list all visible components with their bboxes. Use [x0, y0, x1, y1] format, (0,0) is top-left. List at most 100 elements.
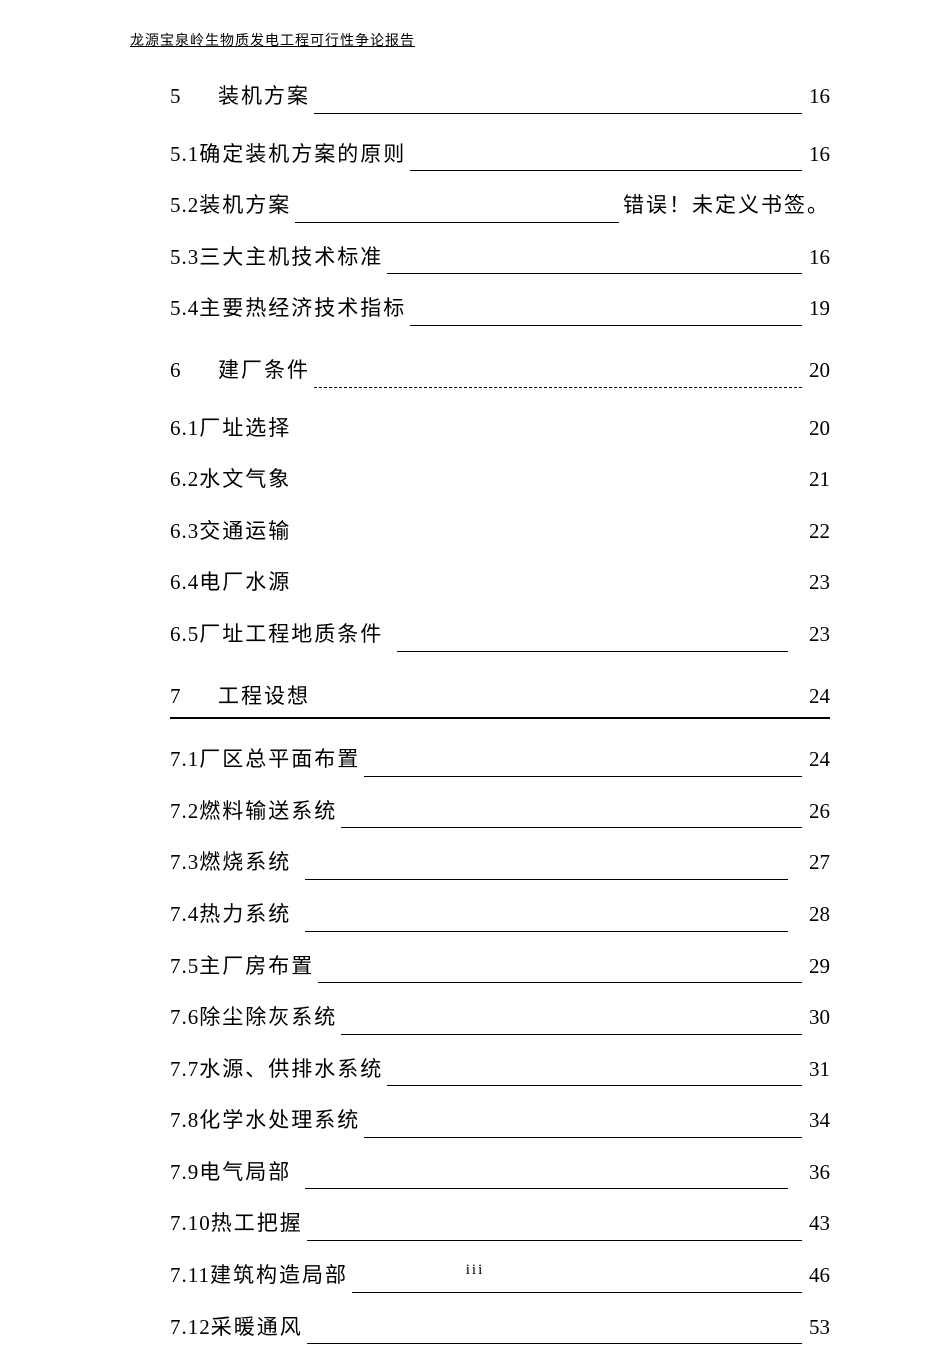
toc-entry-title: 燃料输送系统: [199, 795, 337, 829]
toc-entry-page: 31: [806, 1053, 830, 1087]
toc-entry-page: 24: [806, 680, 830, 714]
toc-entry-title: 厂址选择: [199, 412, 291, 446]
toc-sub-row: 5.4 主要热经济技术指标19: [170, 292, 830, 326]
toc-entry-page: 20: [806, 354, 830, 388]
toc-entry-title: 化学水处理系统: [199, 1104, 360, 1138]
toc-entry-number: 7.1: [170, 743, 199, 777]
toc-leader: [314, 360, 802, 387]
toc-error-text: 错误！未定义书签。: [623, 189, 830, 223]
toc-entry-title: 装机方案: [218, 80, 310, 114]
toc-leader: [387, 247, 802, 274]
toc-entry-page: 21: [806, 463, 830, 497]
toc-sub-row: 7.12 采暖通风 53: [170, 1311, 830, 1345]
toc-entry-page: 30: [806, 1001, 830, 1035]
toc-entry-page: 29: [806, 950, 830, 984]
toc-entry-number: 7.2: [170, 795, 199, 829]
toc-leader: [341, 1007, 802, 1034]
toc-sub-row: 6.3 交通运输 22: [170, 515, 830, 549]
toc-entry-title: 建厂条件: [218, 354, 310, 388]
toc-sub-row: 7.5 主厂房布置29: [170, 950, 830, 984]
toc-entry-page: 19: [806, 292, 830, 326]
toc-leader: [295, 469, 802, 496]
toc-sub-row: 5.1 确定装机方案的原则16: [170, 138, 830, 172]
toc-entry-title: 交通运输: [199, 515, 291, 549]
toc-entry-number: 5.1: [170, 138, 199, 172]
toc-leader: [295, 521, 802, 548]
toc-entry-page: 36: [806, 1156, 830, 1190]
toc-entry-number: 6.3: [170, 515, 199, 549]
toc-sub-row: 7.10 热工把握43: [170, 1207, 830, 1241]
toc-entry-title: 厂区总平面布置: [199, 743, 360, 777]
toc-entry-title: 确定装机方案的原则: [199, 138, 406, 172]
toc-chapter-row: 6建厂条件 20: [170, 354, 830, 388]
toc-entry-title: 三大主机技术标准: [199, 241, 383, 275]
toc-sub-row: 7.2 燃料输送系统26: [170, 795, 830, 829]
page-header: 龙源宝泉岭生物质发电工程可行性争论报告: [120, 30, 830, 50]
toc-entry-number: 7.6: [170, 1001, 199, 1035]
toc-leader: [314, 686, 802, 713]
toc-leader: [364, 1111, 802, 1138]
toc-entry-number: 7: [170, 680, 218, 714]
toc-sub-row: 6.5 厂址工程地质条件 23: [170, 618, 830, 652]
toc-entry-title: 电气局部: [199, 1156, 291, 1190]
toc-leader: [410, 299, 802, 326]
toc-entry-page: 27: [806, 846, 830, 880]
toc-sub-row: 5.3 三大主机技术标准 16: [170, 241, 830, 275]
document-page: 龙源宝泉岭生物质发电工程可行性争论报告 5装机方案165.1 确定装机方案的原则…: [0, 0, 950, 1345]
toc-entry-number: 6.4: [170, 566, 199, 600]
toc-sub-row: 7.9 电气局部 36: [170, 1156, 830, 1190]
toc-entry-title: 水源、供排水系统: [199, 1053, 383, 1087]
toc-entry-page: 22: [806, 515, 830, 549]
toc-leader: [364, 749, 802, 776]
toc-entry-page: 16: [806, 80, 830, 114]
toc-entry-number: 5.3: [170, 241, 199, 275]
page-number-footer: iii: [0, 1262, 950, 1279]
toc-entry-page: 23: [806, 618, 830, 652]
toc-entry-title: 热工把握: [211, 1207, 303, 1241]
toc-leader: [295, 195, 619, 222]
toc-entry-number: 5: [170, 80, 218, 114]
toc-sub-row: 7.4 热力系统 28: [170, 898, 830, 932]
toc-entry-page: 53: [806, 1311, 830, 1345]
toc-entry-page: 34: [806, 1104, 830, 1138]
toc-entry-number: 6: [170, 354, 218, 388]
toc-entry-title: 电厂水源: [199, 566, 291, 600]
toc-entry-number: 7.5: [170, 950, 199, 984]
toc-content: 5装机方案165.1 确定装机方案的原则165.2 装机方案错误！未定义书签。5…: [120, 80, 830, 1344]
toc-entry-title: 工程设想: [218, 680, 310, 714]
toc-entry-number: 5.2: [170, 189, 199, 223]
toc-entry-title: 厂址工程地质条件: [199, 618, 383, 652]
toc-entry-page: 28: [806, 898, 830, 932]
toc-entry-number: 7.4: [170, 898, 199, 932]
toc-leader: [295, 573, 802, 600]
toc-entry-title: 热力系统: [199, 898, 291, 932]
toc-entry-page: 20: [806, 412, 830, 446]
toc-entry-title: 除尘除灰系统: [199, 1001, 337, 1035]
toc-entry-number: 7.7: [170, 1053, 199, 1087]
toc-entry-title: 水文气象: [199, 463, 291, 497]
toc-entry-page: 16: [806, 241, 830, 275]
toc-entry-title: 装机方案: [199, 189, 291, 223]
toc-entry-number: 7.12: [170, 1311, 211, 1345]
toc-sub-row: 5.2 装机方案 错误！未定义书签。: [170, 189, 830, 223]
toc-leader: [295, 418, 802, 445]
toc-leader: [410, 144, 802, 171]
toc-sub-row: 7.8 化学水处理系统 34: [170, 1104, 830, 1138]
toc-leader: [307, 1317, 802, 1344]
toc-entry-number: 7.8: [170, 1104, 199, 1138]
toc-leader: [305, 853, 788, 880]
toc-leader: [314, 86, 802, 113]
toc-leader: [318, 956, 802, 983]
toc-entry-page: 43: [806, 1207, 830, 1241]
toc-sub-row: 6.4 电厂水源 23: [170, 566, 830, 600]
toc-entry-number: 7.9: [170, 1156, 199, 1190]
toc-leader: [307, 1214, 802, 1241]
toc-entry-page: 23: [806, 566, 830, 600]
toc-sub-row: 7.3 燃烧系统27: [170, 846, 830, 880]
toc-entry-title: 采暖通风: [211, 1311, 303, 1345]
toc-leader: [305, 904, 788, 931]
toc-entry-number: 6.5: [170, 618, 199, 652]
toc-sub-row: 7.1 厂区总平面布置24: [170, 743, 830, 777]
toc-leader: [387, 1059, 802, 1086]
toc-leader: [341, 801, 802, 828]
